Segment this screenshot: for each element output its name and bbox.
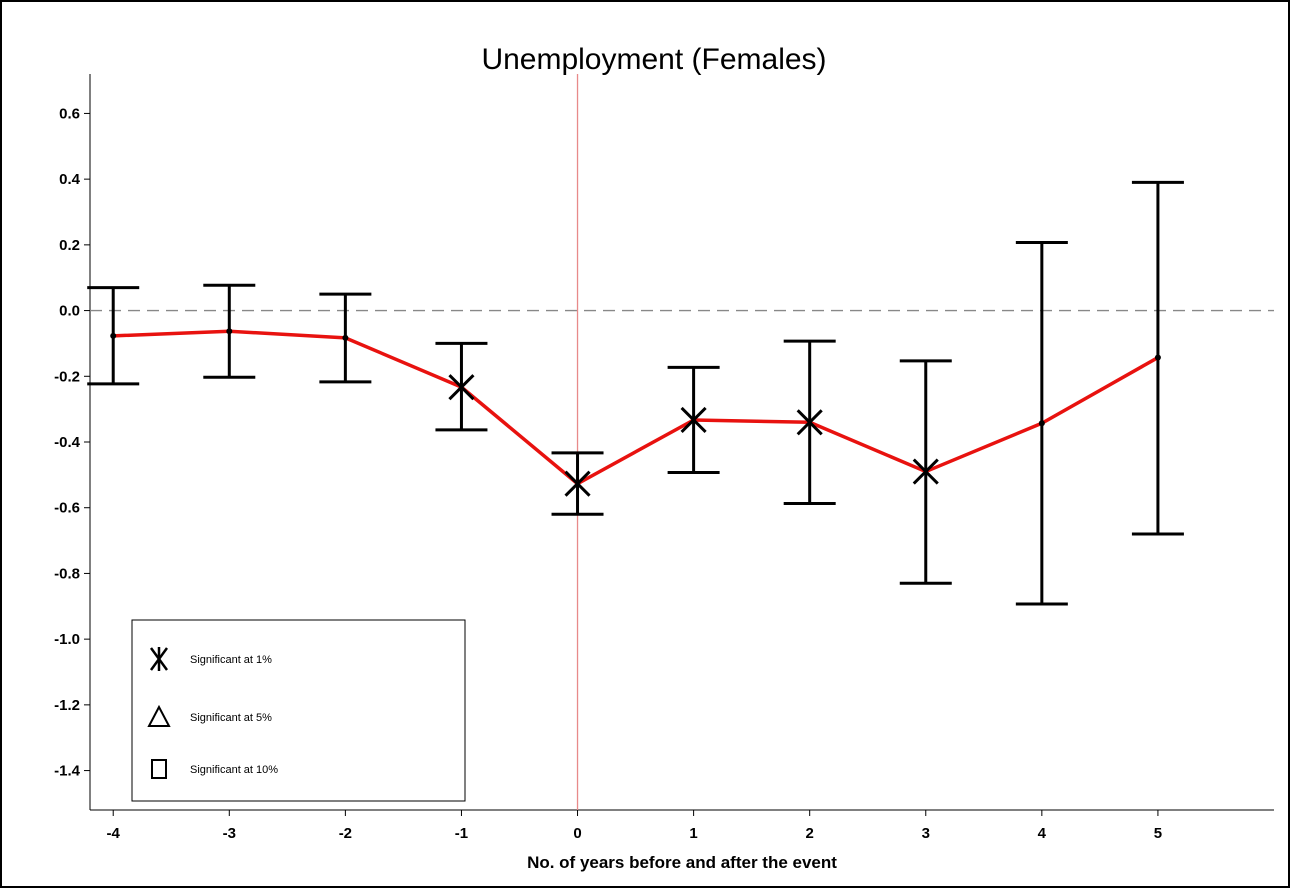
data-point <box>226 328 233 335</box>
y-tick-label: -0.6 <box>54 500 80 517</box>
x-tick-label: -2 <box>339 825 352 842</box>
y-tick-label: -0.8 <box>54 565 80 582</box>
legend-label: Significant at 1% <box>190 654 272 666</box>
legend: Significant at 1% Significant at 5% Signif… <box>131 619 466 802</box>
data-point <box>342 334 349 341</box>
significance-marker <box>912 458 939 485</box>
x-tick-label: 0 <box>573 825 581 842</box>
data-point <box>110 332 117 339</box>
y-tick-label: -1.4 <box>54 763 81 780</box>
reference-lines <box>90 74 1274 810</box>
y-tick-label: 0.4 <box>59 171 81 188</box>
significance-marker <box>796 409 823 436</box>
series-line <box>113 329 1159 486</box>
chart-title: Unemployment (Females) <box>481 43 826 76</box>
data-point <box>1038 420 1045 427</box>
x-tick-label: -3 <box>223 825 236 842</box>
x-axis-title: No. of years before and after the event <box>527 853 837 872</box>
legend-label: Significant at 5% <box>190 712 272 724</box>
x-tick-label: 4 <box>1038 825 1047 842</box>
series-line-group <box>113 329 1159 486</box>
y-tick-label: -1.0 <box>54 631 80 648</box>
error-bars <box>87 180 1184 606</box>
y-tick-label: 0.6 <box>59 105 80 122</box>
y-tick-label: -1.2 <box>54 697 80 714</box>
legend-box <box>131 619 466 802</box>
axes: 0.6 0.4 0.2 0.0 -0.2 -0.4 -0.6 -0.8 -1.0 -1.2 -1.4… <box>54 74 1274 842</box>
significance-marker <box>680 406 707 434</box>
x-tick-label: -1 <box>455 825 468 842</box>
y-tick-label: 0.2 <box>59 237 80 254</box>
x-tick-label: 3 <box>922 825 930 842</box>
significance-marker <box>448 374 475 401</box>
markers <box>110 328 1161 497</box>
y-tick-label: -0.2 <box>54 368 80 385</box>
y-tick-label: 0.0 <box>59 303 80 320</box>
x-tick-label: -4 <box>107 825 121 842</box>
y-tick-label: -0.4 <box>54 434 81 451</box>
legend-label: Significant at 10% <box>190 764 278 776</box>
x-tick-label: 5 <box>1154 825 1162 842</box>
triangle-icon <box>147 704 171 727</box>
square-icon <box>151 759 167 779</box>
data-point <box>1154 354 1161 361</box>
x-tick-label: 1 <box>689 825 697 842</box>
x-tick-label: 2 <box>806 825 814 842</box>
significance-marker <box>564 470 591 497</box>
